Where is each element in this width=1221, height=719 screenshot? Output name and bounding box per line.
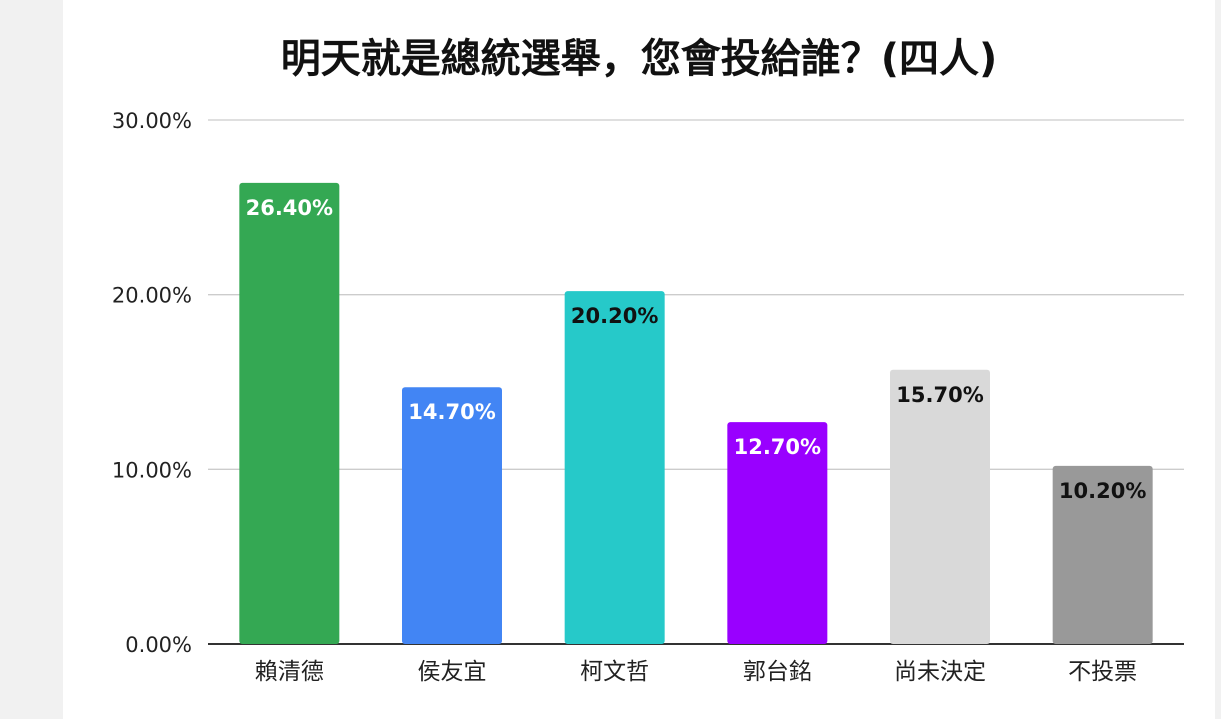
x-category-label: 尚未決定 [894, 659, 986, 685]
chart-title: 明天就是總統選舉，您會投給誰？(四人) [280, 36, 998, 82]
bar [239, 182, 340, 644]
y-tick-label: 30.00% [112, 109, 192, 133]
bar [727, 422, 828, 644]
x-axis-labels: 賴清德 侯友宜 柯文哲 郭台銘 尚未決定 不投票 [255, 659, 1137, 685]
bar [890, 369, 990, 644]
x-category-label: 賴清德 [255, 659, 324, 685]
data-label: 20.20% [571, 304, 658, 328]
data-label: 15.70% [896, 383, 983, 407]
x-category-label: 柯文哲 [580, 659, 649, 685]
y-axis-ticks: 0.00% 10.00% 20.00% 30.00% [112, 109, 192, 657]
data-label: 26.40% [246, 196, 333, 220]
y-tick-label: 20.00% [112, 284, 192, 308]
chart-frame: 明天就是總統選舉，您會投給誰？(四人) 0.00% 10.00% 20.00% 30.… [63, 0, 1215, 719]
bar-chart: 0.00% 10.00% 20.00% 30.00% 26.40% 14.70% 20.2… [112, 109, 1184, 685]
gridlines [208, 119, 1184, 645]
data-label: 14.70% [408, 400, 495, 424]
data-label: 12.70% [734, 435, 821, 459]
bar [1052, 465, 1153, 644]
data-label: 10.20% [1059, 479, 1146, 503]
x-category-label: 郭台銘 [743, 659, 812, 685]
y-tick-label: 0.00% [125, 633, 192, 657]
bar [564, 291, 665, 644]
y-tick-label: 10.00% [112, 458, 192, 482]
bar [402, 387, 502, 644]
bars: 26.40% 14.70% 20.20% 12.70% 15.70% 10.20% [239, 182, 1153, 644]
x-category-label: 不投票 [1068, 659, 1137, 685]
x-category-label: 侯友宜 [418, 659, 487, 685]
